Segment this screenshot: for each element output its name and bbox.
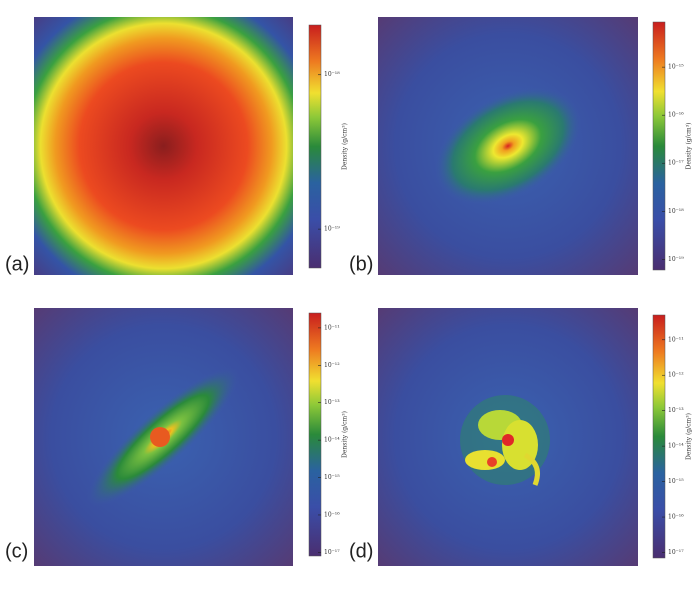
colorbar-tick-label: 10⁻¹⁵	[324, 474, 340, 481]
colorbar-tick-label: 10⁻¹²	[324, 362, 340, 369]
colorbar-tick-label: 10⁻¹⁹	[324, 226, 340, 233]
density-map	[34, 308, 293, 566]
colorbar-tick-label: 10⁻¹⁷	[324, 549, 340, 556]
colorbar-tick-label: 10⁻¹¹	[324, 324, 340, 331]
colorbar-label: Density (g/cm³)	[686, 413, 693, 460]
colorbar-tick-label: 10⁻¹⁵	[668, 478, 684, 485]
colorbar-tick-label: 10⁻¹⁶	[324, 511, 340, 518]
colorbar-tick-label: 10⁻¹³	[668, 407, 684, 414]
colorbar-tick-label: 10⁻¹⁶	[668, 112, 684, 119]
colorbar-label: Density (g/cm³)	[342, 411, 349, 458]
colorbar-tick-label: 10⁻¹⁸	[324, 71, 340, 78]
colorbar	[308, 312, 322, 557]
colorbar	[308, 24, 322, 269]
colorbar-tick-label: 10⁻¹⁷	[668, 160, 684, 167]
colorbar-tick-label: 10⁻¹¹	[668, 336, 684, 343]
density-map	[34, 17, 293, 275]
colorbar-tick-label: 10⁻¹⁸	[668, 208, 684, 215]
density-map	[378, 308, 638, 566]
colorbar-tick-label: 10⁻¹⁴	[668, 443, 684, 450]
colorbar-label: Density (g/cm³)	[342, 123, 349, 170]
panel-label: (a)	[5, 253, 29, 275]
panel-label: (c)	[5, 540, 28, 562]
annotations: (a) 10⁻¹⁸ 10⁻¹⁹ Density (g/cm³) (b) 10⁻¹⁵ 10⁻¹…	[5, 21, 693, 562]
colorbar-tick-label: 10⁻¹²	[668, 372, 684, 379]
colorbar-tick-label: 10⁻¹⁵	[668, 64, 684, 71]
colorbar	[652, 21, 666, 271]
colorbar-tick-label: 10⁻¹³	[324, 399, 340, 406]
panel-label: (d)	[349, 540, 373, 562]
panel-label: (b)	[349, 253, 373, 275]
colorbar-tick-label: 10⁻¹⁹	[668, 256, 684, 263]
density-map	[378, 17, 638, 275]
colorbar-tick-label: 10⁻¹⁷	[668, 549, 684, 556]
colorbar	[652, 314, 666, 559]
colorbar-label: Density (g/cm³)	[686, 123, 693, 170]
colorbar-tick-label: 10⁻¹⁶	[668, 514, 684, 521]
colorbar-tick-label: 10⁻¹⁴	[324, 437, 340, 444]
